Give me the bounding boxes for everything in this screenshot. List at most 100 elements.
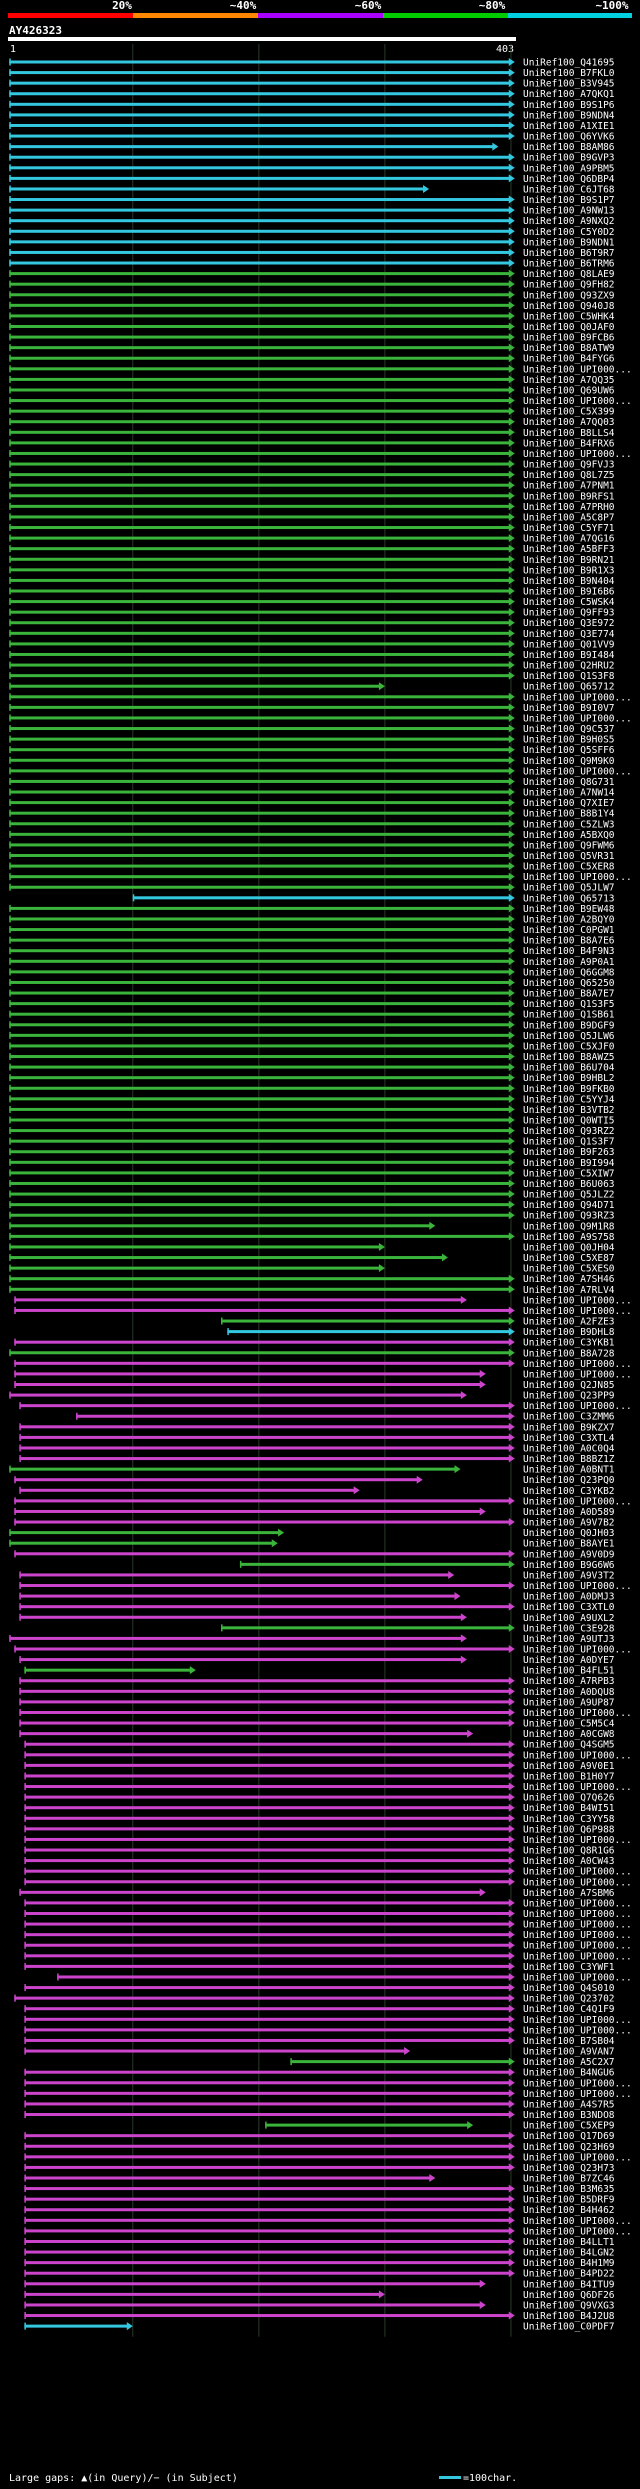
hit-label[interactable]: UniRef100_UPI000... [523,692,632,703]
hit-bar[interactable] [24,2261,511,2265]
hit-label[interactable]: UniRef100_Q5SFF6 [523,745,615,756]
hit-bar[interactable] [9,832,511,836]
hit-label[interactable]: UniRef100_A9P0A1 [523,957,615,968]
hit-row[interactable]: UniRef100_UPI000... [9,766,632,777]
hit-label[interactable]: UniRef100_B4J2U8 [523,2311,615,2322]
hit-label[interactable]: UniRef100_A7QKQ1 [523,89,615,100]
hit-bar[interactable] [76,1414,511,1418]
hit-bar[interactable] [9,547,511,551]
hit-label[interactable]: UniRef100_B8BZ1Z [523,1454,615,1465]
hit-label[interactable]: UniRef100_UPI000... [523,1645,632,1656]
hit-row[interactable]: UniRef100_C5M5C4 [19,1719,615,1730]
hit-label[interactable]: UniRef100_B4PD22 [523,2269,615,2280]
hit-row[interactable]: UniRef100_B9S1P7 [9,195,615,206]
hit-bar[interactable] [9,1287,511,1291]
hit-label[interactable]: UniRef100_A9V7B2 [523,1518,615,1529]
hit-label[interactable]: UniRef100_A9NW13 [523,206,615,217]
hit-label[interactable]: UniRef100_UPI000... [523,2078,632,2089]
hit-label[interactable]: UniRef100_A9NXQ2 [523,216,615,227]
hit-row[interactable]: UniRef100_UPI000... [19,1581,632,1592]
hit-row[interactable]: UniRef100_UPI000... [9,364,632,375]
hit-bar[interactable] [24,2049,407,2053]
hit-label[interactable]: UniRef100_Q9M1R8 [523,1221,615,1232]
hit-row[interactable]: UniRef100_C3XTL0 [19,1602,615,1613]
hit-label[interactable]: UniRef100_A9PBM5 [523,163,615,174]
hit-row[interactable]: UniRef100_Q6GGM8 [9,967,615,978]
hit-label[interactable]: UniRef100_B8A7E7 [523,989,615,1000]
hit-bar[interactable] [9,483,511,487]
hit-label[interactable]: UniRef100_A7PNM1 [523,481,615,492]
hit-bar[interactable] [24,1742,511,1746]
hit-row[interactable]: UniRef100_B9GVP3 [9,153,615,164]
hit-bar[interactable] [19,1721,511,1725]
hit-label[interactable]: UniRef100_UPI000... [523,396,632,407]
hit-label[interactable]: UniRef100_C0PDF7 [523,2322,615,2333]
hit-label[interactable]: UniRef100_A5BFF3 [523,544,615,555]
hit-label[interactable]: UniRef100_UPI000... [523,2152,632,2163]
hit-row[interactable]: UniRef100_Q8L7Z5 [9,470,615,481]
hit-bar[interactable] [9,843,511,847]
hit-label[interactable]: UniRef100_B9N404 [523,576,615,587]
hit-label[interactable]: UniRef100_A0CW43 [523,1856,615,1867]
hit-row[interactable]: UniRef100_C5Y0D2 [9,227,615,238]
hit-label[interactable]: UniRef100_UPI000... [523,1972,632,1983]
hit-row[interactable]: UniRef100_Q1SB61 [9,1010,615,1021]
hit-label[interactable]: UniRef100_A7PRH0 [523,502,615,513]
hit-label[interactable]: UniRef100_C3YWF1 [523,1962,615,1973]
hit-row[interactable]: UniRef100_UPI000... [14,1496,632,1507]
hit-row[interactable]: UniRef100_B9N404 [9,576,615,587]
hit-label[interactable]: UniRef100_Q9FWM6 [523,840,615,851]
hit-label[interactable]: UniRef100_B7ZC46 [523,2174,615,2185]
hit-row[interactable]: UniRef100_B4ITU9 [24,2279,615,2290]
hit-bar[interactable] [9,536,511,540]
hit-bar[interactable] [9,600,511,604]
hit-bar[interactable] [9,970,511,974]
hit-bar[interactable] [9,92,511,96]
hit-label[interactable]: UniRef100_Q9VXG3 [523,2300,615,2311]
hit-row[interactable]: UniRef100_Q4SGM5 [24,1740,615,1751]
hit-label[interactable]: UniRef100_Q65250 [523,978,615,989]
hit-row[interactable]: UniRef100_C3E928 [221,1623,615,1634]
hit-label[interactable]: UniRef100_B9HBL2 [523,1073,615,1084]
hit-label[interactable]: UniRef100_B8AYE1 [523,1539,615,1550]
hit-row[interactable]: UniRef100_UPI000... [24,2216,632,2227]
hit-bar[interactable] [9,1160,511,1164]
hit-bar[interactable] [9,1245,381,1249]
hit-bar[interactable] [24,2208,511,2212]
hit-row[interactable]: UniRef100_Q8R1G6 [24,1846,615,1857]
hit-row[interactable]: UniRef100_Q6YVK6 [9,132,615,143]
hit-bar[interactable] [290,2060,511,2064]
hit-row[interactable]: UniRef100_A9V0E1 [24,1761,615,1772]
hit-bar[interactable] [9,885,511,889]
hit-bar[interactable] [9,716,511,720]
hit-bar[interactable] [9,864,511,868]
hit-row[interactable]: UniRef100_Q41695 [9,58,615,69]
hit-label[interactable]: UniRef100_B4WI51 [523,1803,615,1814]
hit-bar[interactable] [24,2218,511,2222]
hit-bar[interactable] [14,1340,511,1344]
hit-bar[interactable] [24,2113,511,2117]
hit-bar[interactable] [9,1055,511,1059]
hit-bar[interactable] [9,1636,463,1640]
hit-bar[interactable] [9,314,511,318]
hit-row[interactable]: UniRef100_Q7Q626 [24,1793,615,1804]
hit-bar[interactable] [9,1224,432,1228]
hit-row[interactable]: UniRef100_B5DRF9 [24,2195,615,2206]
hit-label[interactable]: UniRef100_UPI000... [523,1581,632,1592]
hit-bar[interactable] [9,282,511,286]
hit-bar[interactable] [9,473,511,477]
hit-label[interactable]: UniRef100_A7SBM6 [523,1888,615,1899]
hit-label[interactable]: UniRef100_C5XE87 [523,1253,615,1264]
hit-label[interactable]: UniRef100_Q8L7Z5 [523,470,615,481]
hit-label[interactable]: UniRef100_C5XEP9 [523,2121,615,2132]
hit-row[interactable]: UniRef100_B4NGU6 [24,2068,615,2079]
hit-row[interactable]: UniRef100_Q93RZ2 [9,1126,615,1137]
hit-bar[interactable] [24,1668,192,1672]
hit-label[interactable]: UniRef100_Q2JN85 [523,1380,615,1391]
hit-row[interactable]: UniRef100_A7QKQ1 [9,89,615,100]
hit-bar[interactable] [9,779,511,783]
hit-row[interactable]: UniRef100_A7PRH0 [9,502,615,513]
hit-label[interactable]: UniRef100_B8AWZ5 [523,1052,615,1063]
hit-bar[interactable] [9,727,511,731]
hit-row[interactable]: UniRef100_B3VTB2 [9,1105,615,1116]
